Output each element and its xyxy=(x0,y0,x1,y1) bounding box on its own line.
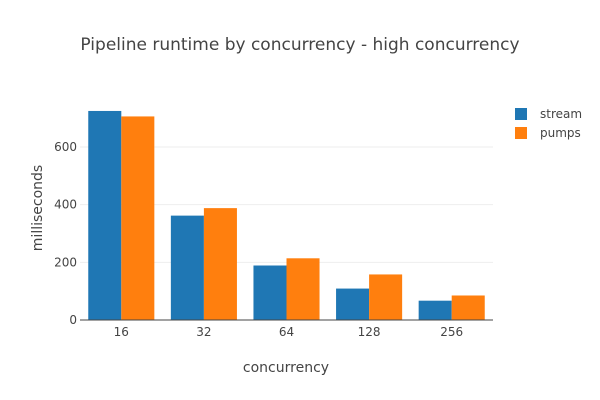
legend-label: stream xyxy=(540,107,582,121)
bar-stream-64[interactable] xyxy=(253,265,287,320)
y-axis-title: milliseconds xyxy=(30,165,46,251)
x-axis-ticks: 16 32 64 128 256 xyxy=(114,325,463,339)
y-tick-label: 0 xyxy=(69,313,77,327)
legend-swatch-pumps xyxy=(515,127,527,139)
x-tick-label: 32 xyxy=(196,325,211,339)
bar-pumps-32[interactable] xyxy=(203,208,237,320)
x-tick-label: 256 xyxy=(440,325,463,339)
bar-stream-256[interactable] xyxy=(418,300,452,320)
legend-item-pumps[interactable]: pumps xyxy=(515,126,581,140)
chart-title: Pipeline runtime by concurrency - high c… xyxy=(80,35,519,55)
x-tick-label: 16 xyxy=(114,325,129,339)
legend-swatch-stream xyxy=(515,108,527,120)
bar-stream-128[interactable] xyxy=(336,288,370,320)
y-tick-label: 600 xyxy=(54,140,77,154)
bar-pumps-16[interactable] xyxy=(121,116,155,321)
legend-item-stream[interactable]: stream xyxy=(515,107,582,121)
bar-pumps-128[interactable] xyxy=(369,274,403,320)
legend-label: pumps xyxy=(540,126,581,140)
y-tick-label: 400 xyxy=(54,198,77,212)
bars xyxy=(88,110,485,321)
y-axis-ticks: 0 200 400 600 xyxy=(54,140,77,327)
y-tick-label: 200 xyxy=(54,255,77,269)
bar-pumps-256[interactable] xyxy=(451,295,485,320)
bar-stream-16[interactable] xyxy=(88,110,122,320)
x-tick-label: 64 xyxy=(279,325,294,339)
x-axis-title: concurrency xyxy=(243,360,329,376)
bar-stream-32[interactable] xyxy=(170,215,204,320)
legend: stream pumps xyxy=(515,107,582,140)
bar-pumps-64[interactable] xyxy=(286,258,320,320)
x-tick-label: 128 xyxy=(358,325,381,339)
